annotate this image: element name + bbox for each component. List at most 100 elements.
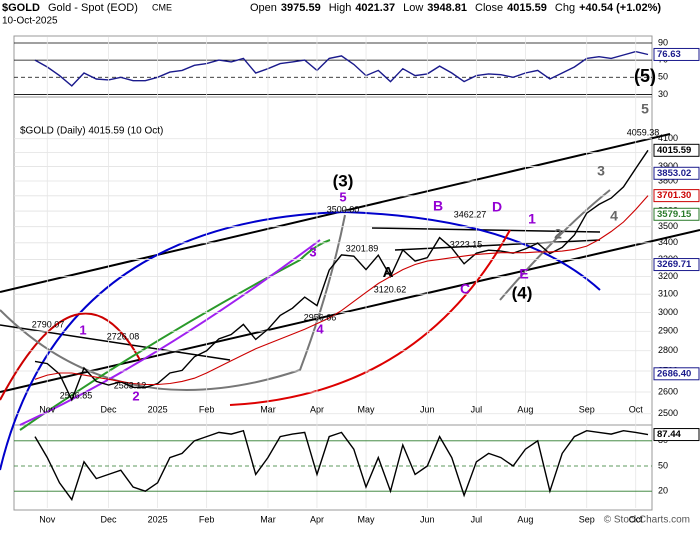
quote-label: High xyxy=(329,2,352,14)
value-marker-label: 2686.40 xyxy=(657,368,691,379)
x-tick-label: Dec xyxy=(101,514,118,524)
trendline xyxy=(0,324,231,361)
annotation: 2 xyxy=(554,226,562,242)
x-tick-label: May xyxy=(358,404,376,414)
x-tick-label: Sep xyxy=(579,514,595,524)
y-tick-label: 3400 xyxy=(658,237,678,247)
instrument-name: Gold - Spot (EOD) xyxy=(48,2,138,14)
series-line xyxy=(34,429,649,502)
value-marker-label: 3579.15 xyxy=(657,209,692,220)
arc xyxy=(0,214,346,391)
annotation: 2536.85 xyxy=(60,390,93,400)
series-line xyxy=(34,195,649,386)
annotation: 3 xyxy=(309,244,316,259)
annotation: 4 xyxy=(316,321,324,336)
annotation: 1 xyxy=(79,322,86,337)
annotation: 2790.07 xyxy=(32,319,65,329)
y-tick-label: 3800 xyxy=(658,175,678,185)
annotation: 3500.00 xyxy=(327,204,360,214)
quote-value: 3975.59 xyxy=(281,2,321,14)
x-tick-label: Oct xyxy=(629,404,644,414)
annotation: (5) xyxy=(634,66,656,86)
y-tick-label: 3000 xyxy=(658,307,678,317)
annotation: E xyxy=(519,266,528,282)
x-tick-label: Jul xyxy=(471,514,483,524)
trendline xyxy=(371,227,601,233)
value-marker-label: 3853.02 xyxy=(657,168,691,179)
annotation: 3223.15 xyxy=(450,239,483,249)
series-line xyxy=(34,50,649,87)
annotation: (4) xyxy=(512,283,533,302)
x-tick-label: Jun xyxy=(420,404,435,414)
quote-label: Open xyxy=(250,2,277,14)
annotation: D xyxy=(492,199,502,215)
annotation: (3) xyxy=(333,171,354,190)
value-marker xyxy=(653,166,700,180)
annotation: C xyxy=(460,281,470,297)
y-tick-label: 3500 xyxy=(658,221,678,231)
y-tick-label: 50 xyxy=(658,72,668,82)
value-marker xyxy=(653,207,700,221)
annotation: 2956.66 xyxy=(304,312,337,322)
trendlines xyxy=(0,133,700,471)
y-tick-label: 3200 xyxy=(658,271,678,281)
arc xyxy=(499,189,611,301)
value-marker-label: 3701.30 xyxy=(657,190,691,201)
annotation: 2583.12 xyxy=(114,380,147,390)
quote-label: Low xyxy=(403,2,423,14)
value-marker xyxy=(653,143,700,157)
y-tick-label: 90 xyxy=(658,37,668,47)
x-tick-label: Oct xyxy=(629,514,644,524)
value-marker xyxy=(653,258,700,272)
x-tick-label: Jun xyxy=(420,514,435,524)
annotation: 3 xyxy=(597,163,605,179)
quote-value: +40.54 (+1.02%) xyxy=(579,2,661,14)
x-tick-label: Nov xyxy=(39,514,56,524)
arc xyxy=(19,239,321,426)
annotation: 4059.38 xyxy=(627,127,660,137)
x-tick-label: Aug xyxy=(517,514,533,524)
annotation: B xyxy=(433,198,443,214)
annotation: 3201.89 xyxy=(346,243,379,253)
y-tick-label: 2600 xyxy=(658,386,678,396)
annotation: 3120.62 xyxy=(374,284,407,294)
y-tick-label: 2900 xyxy=(658,326,678,336)
annotation: 1 xyxy=(528,211,536,227)
quote-value: 3948.81 xyxy=(427,2,467,14)
arc xyxy=(229,229,511,406)
credit: © StockCharts.com xyxy=(604,515,690,526)
y-tick-label: 2500 xyxy=(658,408,678,418)
quote-label: Close xyxy=(475,2,503,14)
date: 10-Oct-2025 xyxy=(2,16,58,27)
annotation: 5 xyxy=(339,189,346,204)
value-marker xyxy=(653,428,700,442)
value-marker-label: 87.44 xyxy=(657,429,681,440)
x-tick-label: Apr xyxy=(310,514,324,524)
x-tick-label: May xyxy=(358,514,376,524)
x-tick-label: Sep xyxy=(579,404,595,414)
x-tick-label: 2025 xyxy=(148,404,168,414)
y-tick-label: 2800 xyxy=(658,345,678,355)
arc xyxy=(19,239,331,431)
y-tick-label: 20 xyxy=(658,486,668,496)
trendline xyxy=(0,229,700,393)
value-marker-label: 3269.71 xyxy=(657,259,692,270)
quote-value: 4021.37 xyxy=(355,2,395,14)
x-tick-label: Mar xyxy=(260,404,276,414)
annotation: 3462.27 xyxy=(454,209,487,219)
symbol: $GOLD xyxy=(2,2,40,14)
x-tick-label: Nov xyxy=(39,404,56,414)
arc xyxy=(0,312,141,401)
annotation: 4 xyxy=(610,208,618,224)
exchange: CME xyxy=(152,2,172,12)
value-marker xyxy=(653,367,700,381)
quote-value: 4015.59 xyxy=(507,2,547,14)
y-tick-label: 3900 xyxy=(658,161,678,171)
x-tick-label: Aug xyxy=(517,404,533,414)
quote-label: Chg xyxy=(555,2,575,14)
value-marker xyxy=(653,189,700,203)
x-tick-label: Apr xyxy=(310,404,324,414)
x-tick-label: 2025 xyxy=(148,514,168,524)
